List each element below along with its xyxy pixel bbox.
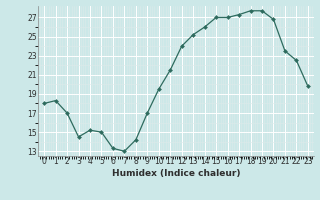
- X-axis label: Humidex (Indice chaleur): Humidex (Indice chaleur): [112, 169, 240, 178]
